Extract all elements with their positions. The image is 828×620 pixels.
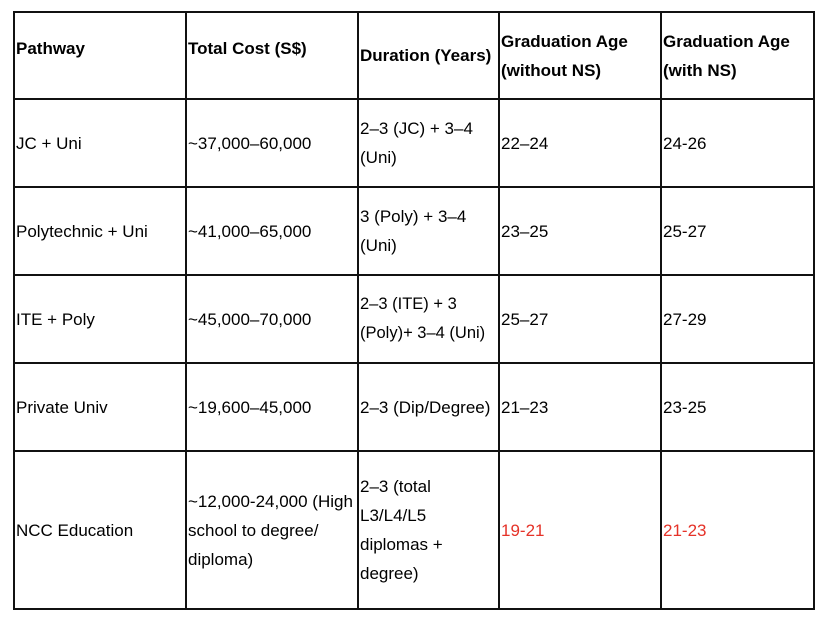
cell-total-cost: ~41,000–65,000 (185, 186, 359, 276)
cell-grad-age-without-ns: 22–24 (498, 98, 662, 188)
cell-total-cost: ~45,000–70,000 (185, 274, 359, 364)
cell-pathway: Polytechnic + Uni (13, 186, 187, 276)
header-pathway: Pathway (13, 11, 187, 100)
cell-grad-age-without-ns: 23–25 (498, 186, 662, 276)
table-row: NCC Education ~12,000-24,000 (High schoo… (13, 450, 815, 610)
header-grad-age-without-ns: Graduation Age (without NS) (498, 11, 662, 100)
cell-pathway: Private Univ (13, 362, 187, 452)
cell-total-cost: ~12,000-24,000 (High school to degree/ d… (185, 450, 359, 610)
cell-grad-age-with-ns-highlight: 21-23 (660, 450, 815, 610)
cell-pathway: NCC Education (13, 450, 187, 610)
header-grad-age-with-ns: Graduation Age (with NS) (660, 11, 815, 100)
cell-duration: 3 (Poly) + 3–4 (Uni) (357, 186, 500, 276)
table-row: Private Univ ~19,600–45,000 2–3 (Dip/Deg… (13, 362, 815, 452)
cell-grad-age-without-ns-highlight: 19-21 (498, 450, 662, 610)
cell-grad-age-with-ns: 23-25 (660, 362, 815, 452)
cell-duration: 2–3 (JC) + 3–4 (Uni) (357, 98, 500, 188)
cell-total-cost: ~37,000–60,000 (185, 98, 359, 188)
header-duration: Duration (Years) (357, 11, 500, 100)
cell-pathway: ITE + Poly (13, 274, 187, 364)
table-row: ITE + Poly ~45,000–70,000 2–3 (ITE) + 3 … (13, 274, 815, 364)
education-pathway-comparison-table: Pathway Total Cost (S$) Duration (Years)… (13, 11, 815, 610)
table-header-row: Pathway Total Cost (S$) Duration (Years)… (13, 11, 815, 100)
cell-duration: 2–3 (ITE) + 3 (Poly)+ 3–4 (Uni) (357, 274, 500, 364)
cell-grad-age-with-ns: 27-29 (660, 274, 815, 364)
cell-grad-age-without-ns: 25–27 (498, 274, 662, 364)
cell-grad-age-without-ns: 21–23 (498, 362, 662, 452)
cell-grad-age-with-ns: 25-27 (660, 186, 815, 276)
cell-duration: 2–3 (Dip/Degree) (357, 362, 500, 452)
cell-pathway: JC + Uni (13, 98, 187, 188)
cell-total-cost: ~19,600–45,000 (185, 362, 359, 452)
table-row: Polytechnic + Uni ~41,000–65,000 3 (Poly… (13, 186, 815, 276)
header-total-cost: Total Cost (S$) (185, 11, 359, 100)
cell-grad-age-with-ns: 24-26 (660, 98, 815, 188)
cell-duration: 2–3 (total L3/L4/L5 diplomas + degree) (357, 450, 500, 610)
table-row: JC + Uni ~37,000–60,000 2–3 (JC) + 3–4 (… (13, 98, 815, 188)
